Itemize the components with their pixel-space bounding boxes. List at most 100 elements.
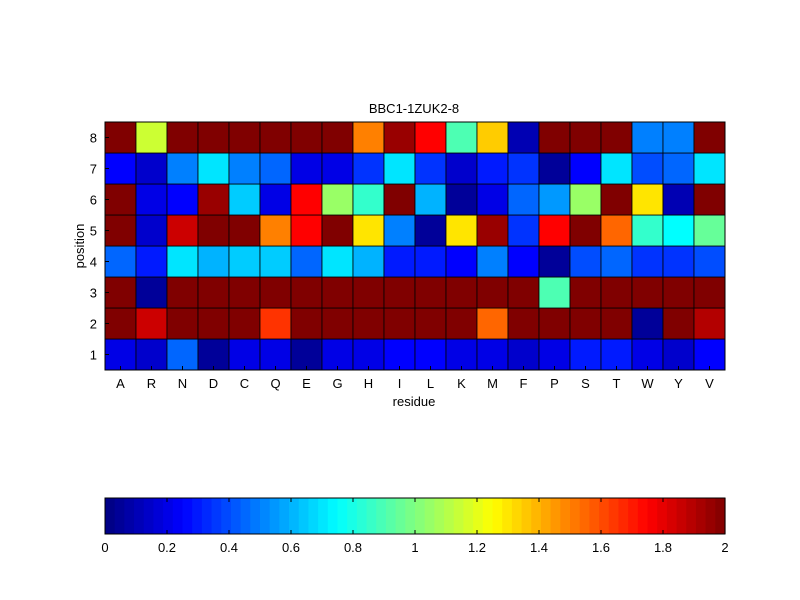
heatmap-cell-T-5 [600, 214, 633, 247]
colorbar-segment [637, 498, 649, 534]
heatmap-cell-T-4 [600, 245, 633, 278]
heatmap-cell-N-3 [166, 276, 199, 309]
x-tick-label: C [240, 376, 249, 391]
y-tick-labels: 1 2 3 4 5 6 7 8 [90, 131, 109, 363]
colorbar-segment [269, 498, 280, 534]
x-tick-label: T [613, 376, 621, 391]
heatmap-cell-R-6 [135, 183, 168, 216]
heatmap-cell-G-8 [321, 121, 354, 154]
colorbar-tick-label: 1.8 [654, 540, 672, 555]
heatmap-cell-M-6 [476, 183, 509, 216]
heatmap-cell-Q-7 [259, 152, 292, 185]
colorbar-segment [521, 498, 532, 534]
heatmap-cell-W-5 [631, 214, 664, 247]
heatmap-cell-W-8 [631, 121, 664, 154]
y-tick-label: 3 [90, 286, 97, 301]
heatmap-cell-N-2 [166, 307, 199, 340]
heatmap-cell-S-8 [569, 121, 602, 154]
heatmap-cell-D-1 [197, 338, 230, 371]
heatmap-cell-H-7 [352, 152, 385, 185]
heatmap-cell-H-1 [352, 338, 385, 371]
heatmap-cell-M-4 [476, 245, 509, 278]
heatmap-cell-H-4 [352, 245, 385, 278]
colorbar-segment [560, 498, 571, 534]
heatmap-cell-P-6 [538, 183, 571, 216]
heatmap-cell-N-8 [166, 121, 199, 154]
colorbar-segment [327, 498, 339, 534]
heatmap-cell-K-2 [445, 307, 478, 340]
heatmap-cell-K-7 [445, 152, 478, 185]
x-tick-label: H [364, 376, 373, 391]
heatmap-cell-H-3 [352, 276, 385, 309]
x-tick-label: K [457, 376, 466, 391]
colorbar-segment [260, 498, 271, 534]
heatmap-cell-Y-2 [662, 307, 695, 340]
colorbar-segment [511, 498, 523, 534]
heatmap-cell-M-1 [476, 338, 509, 371]
heatmap-cell-D-6 [197, 183, 230, 216]
colorbar-segment [143, 498, 155, 534]
colorbar-segment [385, 498, 397, 534]
heatmap-cell-V-8 [693, 121, 726, 154]
colorbar [105, 498, 726, 534]
heatmap-cell-G-7 [321, 152, 354, 185]
heatmap-cell-M-8 [476, 121, 509, 154]
heatmap-cell-A-1 [104, 338, 137, 371]
heatmap-cell-D-2 [197, 307, 230, 340]
heatmap-cell-E-7 [290, 152, 323, 185]
colorbar-segment [240, 498, 251, 534]
colorbar-segment [482, 498, 494, 534]
heatmap-cell-G-1 [321, 338, 354, 371]
heatmap-cell-D-7 [197, 152, 230, 185]
colorbar-segment [589, 498, 600, 534]
colorbar-tick-label: 0.8 [344, 540, 362, 555]
colorbar-tick-label: 1.4 [530, 540, 548, 555]
colorbar-segment [230, 498, 242, 534]
colorbar-segment [124, 498, 135, 534]
x-tick-label: R [147, 376, 156, 391]
heatmap-cell-N-4 [166, 245, 199, 278]
heatmap-cell-H-5 [352, 214, 385, 247]
heatmap-cell-L-3 [414, 276, 447, 309]
x-tick-label: L [427, 376, 434, 391]
heatmap-cell-S-2 [569, 307, 602, 340]
heatmap-cell-V-4 [693, 245, 726, 278]
heatmap-cell-A-2 [104, 307, 137, 340]
x-tick-label: E [302, 376, 311, 391]
heatmap-cell-Y-3 [662, 276, 695, 309]
heatmap-cell-I-6 [383, 183, 416, 216]
x-tick-label: Q [270, 376, 280, 391]
colorbar-tick-label: 0 [101, 540, 108, 555]
heatmap-cell-R-2 [135, 307, 168, 340]
heatmap-cell-P-7 [538, 152, 571, 185]
heatmap-cell-N-1 [166, 338, 199, 371]
colorbar-segment [444, 498, 455, 534]
heatmap-cell-P-4 [538, 245, 571, 278]
colorbar-segment [550, 498, 561, 534]
heatmap-cell-Q-5 [259, 214, 292, 247]
heatmap-cell-L-7 [414, 152, 447, 185]
colorbar-segment [657, 498, 668, 534]
heatmap-cell-I-7 [383, 152, 416, 185]
heatmap-cell-L-5 [414, 214, 447, 247]
heatmap-cell-H-2 [352, 307, 385, 340]
colorbar-segment [502, 498, 513, 534]
heatmap-cell-F-6 [507, 183, 540, 216]
heatmap-cell-V-6 [693, 183, 726, 216]
heatmap-cell-M-3 [476, 276, 509, 309]
heatmap-cell-V-3 [693, 276, 726, 309]
heatmap-cell-E-4 [290, 245, 323, 278]
heatmap-cell-K-4 [445, 245, 478, 278]
heatmap-cell-T-1 [600, 338, 633, 371]
x-tick-label: S [581, 376, 590, 391]
heatmap-cell-G-4 [321, 245, 354, 278]
heatmap-cell-A-7 [104, 152, 137, 185]
colorbar-segment [715, 498, 726, 534]
heatmap-cell-T-3 [600, 276, 633, 309]
heatmap-cell-A-4 [104, 245, 137, 278]
heatmap-cell-E-6 [290, 183, 323, 216]
heatmap-cell-C-2 [228, 307, 261, 340]
colorbar-tick-label: 0.6 [282, 540, 300, 555]
heatmap-cell-P-3 [538, 276, 571, 309]
x-tick-label: P [550, 376, 559, 391]
